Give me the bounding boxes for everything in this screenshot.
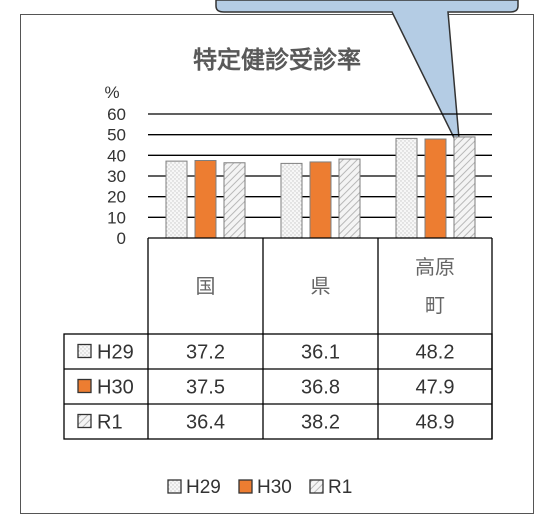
series-swatch: [77, 413, 92, 429]
chart-title: 特定健診受診率: [193, 46, 361, 74]
y-tick-label: 30: [107, 167, 126, 186]
y-tick-label: 10: [107, 208, 126, 227]
data-cell: 36.4: [186, 412, 225, 434]
category-label: 町: [425, 293, 445, 317]
y-tick-label: 50: [107, 126, 126, 145]
bar-R1-2: [453, 136, 476, 239]
series-swatch: [77, 343, 92, 359]
legend-label: H29: [186, 477, 221, 498]
bar-H30-0: [194, 160, 217, 239]
bar-H30-1: [309, 161, 332, 239]
bar-R1-0: [223, 162, 246, 239]
y-tick-label: 60: [107, 105, 126, 124]
callout-bubble: [215, 0, 519, 151]
data-cell: 48.9: [416, 412, 455, 434]
series-name: H29: [97, 342, 134, 364]
category-label: 県: [311, 274, 331, 298]
series-name: H30: [97, 377, 134, 399]
bar-H29-1: [280, 162, 303, 239]
legend-label: R1: [328, 477, 352, 498]
legend-swatch: [309, 479, 324, 494]
series-name: R1: [97, 412, 123, 434]
y-tick-label: 40: [107, 146, 126, 165]
series-swatch: [77, 378, 92, 394]
bar-H30-2: [424, 138, 447, 239]
y-tick-label: 0: [117, 229, 126, 248]
category-label: 高原: [415, 255, 455, 279]
data-cell: 38.2: [301, 412, 340, 434]
y-tick-label: 20: [107, 188, 126, 207]
data-cell: 36.1: [301, 342, 340, 364]
legend-label: H30: [257, 477, 292, 498]
data-cell: 48.2: [416, 342, 455, 364]
data-cell: 47.9: [416, 377, 455, 399]
data-cell: 36.8: [301, 377, 340, 399]
legend-swatch: [167, 479, 182, 494]
bar-H29-0: [165, 160, 188, 239]
legend-swatch: [238, 479, 253, 494]
bar-R1-1: [338, 158, 361, 239]
data-cell: 37.2: [186, 342, 225, 364]
y-unit-label: %: [104, 83, 119, 102]
category-label: 国: [196, 274, 216, 298]
bar-H29-2: [395, 137, 418, 239]
data-cell: 37.5: [186, 377, 225, 399]
